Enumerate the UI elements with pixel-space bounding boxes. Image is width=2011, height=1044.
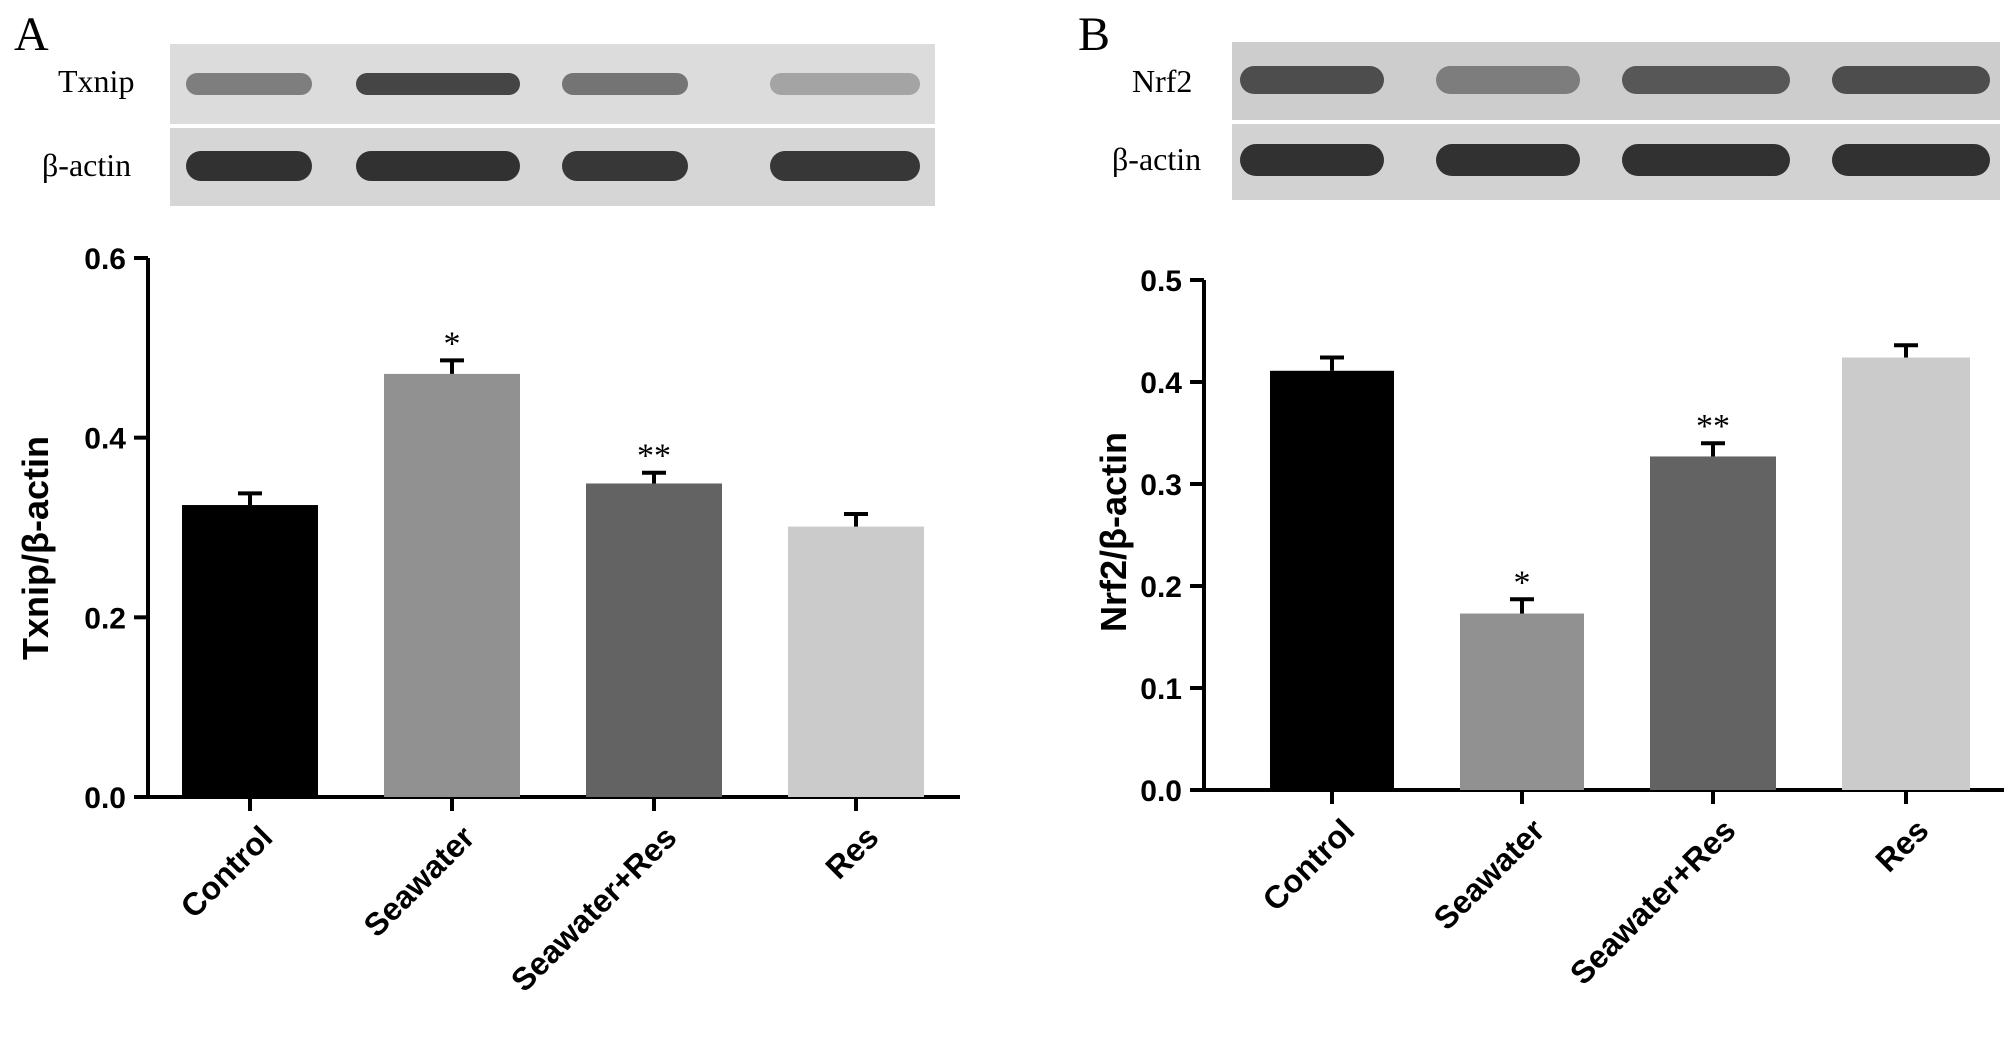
panel-a-loading-bands xyxy=(186,151,920,181)
significance-mark: ** xyxy=(637,438,671,475)
blot-band xyxy=(770,73,920,95)
panel-a-blot-target-label: Txnip xyxy=(58,63,134,99)
panel-b-western-blot: Nrf2 β-actin xyxy=(1112,42,2000,200)
panel-a: A Txnip β-actin Txnip/β-actin 0.00.20.40… xyxy=(14,8,960,998)
panel-b: B Nrf2 β-actin Nrf2/β-actin 0.0 0.1 0.2 0.3… xyxy=(1078,8,2004,991)
blot-band xyxy=(770,151,920,181)
y-tick-label: 0.4 xyxy=(84,423,126,456)
panel-b-plot-area: 0.0 0.1 0.2 0.3 0.4 0.5 Control * Seawater ** Seaw… xyxy=(1140,265,2004,991)
blot-band xyxy=(1832,144,1990,176)
x-tick-label: Seawater xyxy=(357,819,482,944)
bar-seawater-res xyxy=(586,483,722,797)
panel-a-y-axis-label: Txnip/β-actin xyxy=(15,436,56,660)
blot-band xyxy=(1240,66,1384,94)
panel-b-chart: Nrf2/β-actin 0.0 0.1 0.2 0.3 0.4 0.5 Control * S… xyxy=(1093,265,2004,991)
y-tick-label: 0.0 xyxy=(1140,775,1182,808)
y-tick-label: 0.3 xyxy=(1140,469,1182,502)
y-tick-label: 0.1 xyxy=(1140,673,1182,706)
blot-band xyxy=(1436,66,1580,94)
y-tick-label: 0.2 xyxy=(84,602,126,635)
y-tick-label: 0.6 xyxy=(84,243,126,276)
bar-seawater xyxy=(384,373,520,797)
bar-res xyxy=(1842,357,1970,790)
panel-a-letter: A xyxy=(14,8,49,61)
blot-band xyxy=(562,73,688,95)
bar-control xyxy=(182,505,318,797)
panel-b-blot-target-label: Nrf2 xyxy=(1132,63,1192,99)
panel-a-western-blot: Txnip β-actin xyxy=(42,44,935,206)
significance-mark: * xyxy=(1514,564,1531,601)
blot-band xyxy=(562,151,688,181)
x-tick-label: Res xyxy=(1868,812,1935,879)
blot-band xyxy=(1240,144,1384,176)
x-tick-label: Control xyxy=(173,819,279,925)
bar-seawater xyxy=(1460,613,1584,790)
x-tick-label: Control xyxy=(1255,812,1361,918)
blot-band xyxy=(186,151,312,181)
panel-a-target-bands xyxy=(186,73,920,95)
blot-band xyxy=(1832,66,1990,94)
x-tick-label: Seawater+Res xyxy=(1563,812,1743,992)
bar-res xyxy=(788,526,924,797)
panel-b-y-axis-label: Nrf2/β-actin xyxy=(1093,432,1134,632)
blot-band xyxy=(1436,144,1580,176)
x-tick-label: Res xyxy=(818,819,885,886)
panel-b-loading-bands xyxy=(1240,144,1990,176)
y-tick-label: 0.4 xyxy=(1140,367,1182,400)
y-tick-label: 0.0 xyxy=(84,782,126,815)
panel-b-letter: B xyxy=(1078,8,1110,61)
blot-band xyxy=(356,151,520,181)
x-tick-label: Seawater xyxy=(1427,812,1552,937)
bar-control xyxy=(1270,370,1394,790)
x-tick-label: Seawater+Res xyxy=(504,819,684,999)
significance-mark: * xyxy=(444,325,461,362)
panel-b-blot-loading-label: β-actin xyxy=(1112,141,1201,177)
bar-seawater-res xyxy=(1650,456,1776,790)
blot-band xyxy=(1622,66,1790,94)
panel-a-blot-loading-label: β-actin xyxy=(42,147,131,183)
panel-b-target-bands xyxy=(1240,66,1990,94)
panel-a-chart: Txnip/β-actin 0.0 0.2 0.4 0.6 Control * Seawat… xyxy=(15,243,960,998)
blot-band xyxy=(356,73,520,95)
panel-a-plot-area: 0.0 0.2 0.4 0.6 Control * Seawater ** Seawater+R… xyxy=(84,243,960,998)
blot-band xyxy=(186,73,312,95)
significance-mark: ** xyxy=(1696,408,1730,445)
blot-band xyxy=(1622,144,1790,176)
y-tick-label: 0.2 xyxy=(1140,571,1182,604)
y-tick-label: 0.5 xyxy=(1140,265,1182,298)
